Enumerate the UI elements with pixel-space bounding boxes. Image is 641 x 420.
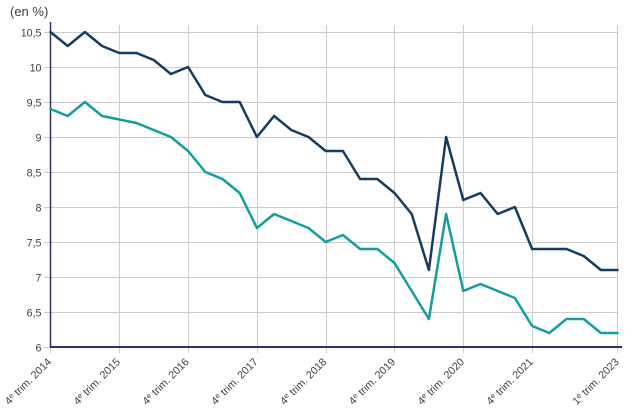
svg-text:6: 6 — [36, 343, 42, 355]
svg-text:4e trim. 2017: 4e trim. 2017 — [208, 355, 260, 407]
svg-text:4e trim. 2020: 4e trim. 2020 — [415, 355, 467, 407]
svg-text:7: 7 — [36, 273, 42, 285]
svg-text:4e trim. 2014: 4e trim. 2014 — [2, 355, 54, 407]
svg-text:9: 9 — [36, 133, 42, 145]
svg-text:7,5: 7,5 — [27, 238, 42, 250]
svg-text:8,5: 8,5 — [27, 168, 42, 180]
svg-text:9,5: 9,5 — [27, 98, 42, 110]
svg-text:8: 8 — [36, 203, 42, 215]
svg-text:4e trim. 2016: 4e trim. 2016 — [140, 355, 192, 407]
svg-text:4e trim. 2019: 4e trim. 2019 — [346, 355, 398, 407]
svg-text:4e trim. 2021: 4e trim. 2021 — [484, 355, 536, 407]
svg-text:4e trim. 2018: 4e trim. 2018 — [277, 355, 329, 407]
svg-text:1e trim. 2023: 1e trim. 2023 — [570, 355, 622, 407]
svg-text:6,5: 6,5 — [27, 308, 42, 320]
svg-text:10,5: 10,5 — [21, 28, 42, 40]
svg-text:4e trim. 2015: 4e trim. 2015 — [71, 355, 123, 407]
svg-text:(en %): (en %) — [10, 4, 48, 19]
svg-text:10: 10 — [30, 63, 42, 75]
